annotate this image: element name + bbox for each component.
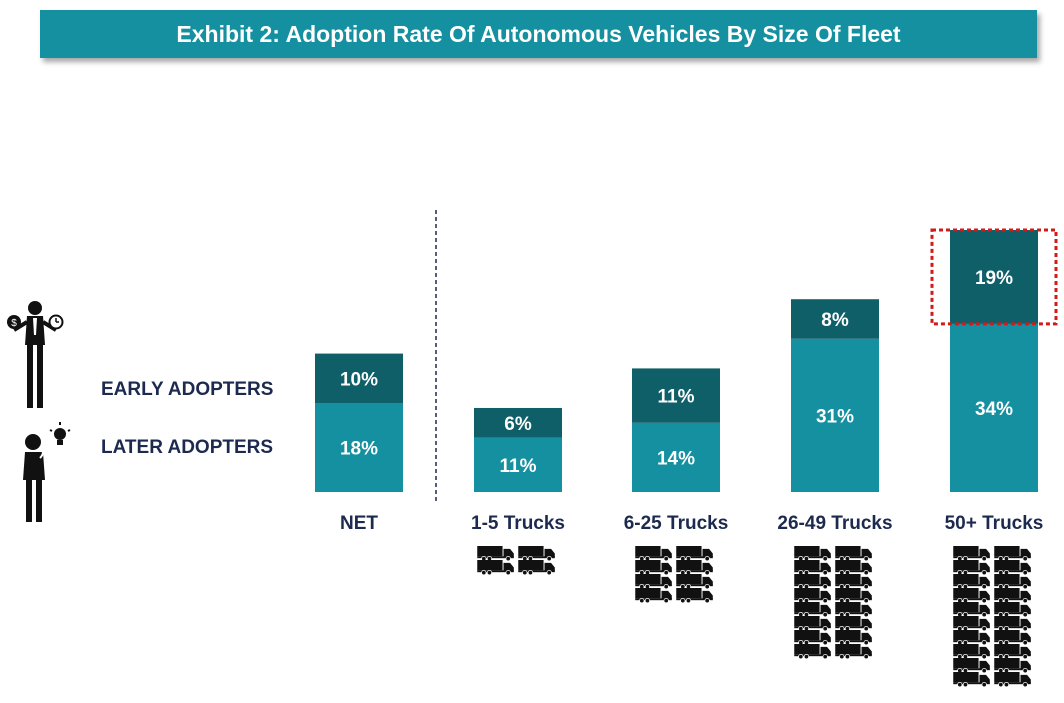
businessman-money-clock-icon: $ — [7, 301, 64, 408]
truck-icon — [993, 574, 1032, 589]
truck-icon — [793, 560, 832, 575]
truck-icon — [993, 616, 1032, 631]
truck-icon — [952, 672, 991, 687]
truck-icon — [834, 574, 873, 589]
bar-early-26-49-trucks — [791, 299, 879, 339]
person-thinking-lightbulb-icon — [23, 422, 71, 522]
truck-icon — [952, 546, 991, 561]
data-label-early-net: 10% — [340, 369, 378, 390]
category-label-net: NET — [340, 513, 378, 534]
truck-icon — [993, 644, 1032, 659]
truck-icon — [993, 672, 1032, 687]
truck-icon — [952, 560, 991, 575]
truck-icon — [793, 546, 832, 561]
data-label-later-26-49-trucks: 31% — [816, 406, 854, 427]
data-label-early-1-5-trucks: 6% — [504, 414, 532, 435]
truck-icon — [793, 574, 832, 589]
truck-icon — [675, 560, 714, 575]
truck-icon — [834, 560, 873, 575]
category-label-50-trucks: 50+ Trucks — [945, 513, 1044, 534]
bar-early-6-25-trucks — [632, 368, 720, 423]
truck-icon — [993, 560, 1032, 575]
bar-early-1-5-trucks — [474, 407, 562, 438]
truck-icon — [476, 546, 515, 561]
truck-icon — [793, 602, 832, 617]
truck-icon — [952, 588, 991, 603]
truck-icon — [993, 588, 1032, 603]
legend-later-adopters: LATER ADOPTERS — [101, 437, 274, 458]
chart-title: Exhibit 2: Adoption Rate Of Autonomous V… — [176, 20, 901, 47]
bar-later-6-25-trucks — [632, 422, 720, 492]
bar-later-26-49-trucks — [791, 338, 879, 492]
truck-icon — [952, 616, 991, 631]
highlight-box — [930, 228, 1058, 326]
truck-icon — [793, 616, 832, 631]
bar-later-1-5-trucks — [474, 437, 562, 492]
truck-icon — [834, 588, 873, 603]
truck-icon — [993, 658, 1032, 673]
truck-icon — [634, 546, 673, 561]
truck-icon — [834, 616, 873, 631]
bar-early-50-trucks — [950, 230, 1038, 324]
truck-icon — [952, 630, 991, 645]
truck-icon — [993, 630, 1032, 645]
truck-icon — [834, 644, 873, 659]
bar-later-net — [315, 403, 403, 492]
category-label-26-49-trucks: 26-49 Trucks — [777, 513, 892, 534]
truck-icon — [952, 574, 991, 589]
category-label-1-5-trucks: 1-5 Trucks — [471, 513, 565, 534]
legend-early-adopters: EARLY ADOPTERS — [101, 379, 274, 400]
truck-icon — [952, 658, 991, 673]
truck-icon — [634, 588, 673, 603]
truck-icon — [993, 602, 1032, 617]
truck-icon — [952, 602, 991, 617]
data-label-later-net: 18% — [340, 439, 378, 460]
truck-icon — [834, 546, 873, 561]
truck-icon — [517, 560, 556, 575]
truck-icon — [476, 560, 515, 575]
truck-icon — [517, 546, 556, 561]
truck-icon — [634, 574, 673, 589]
truck-icon — [675, 588, 714, 603]
truck-icon — [834, 602, 873, 617]
data-label-early-26-49-trucks: 8% — [821, 310, 849, 331]
data-label-early-50-trucks: 19% — [975, 268, 1013, 289]
truck-icon — [675, 546, 714, 561]
truck-icon — [793, 644, 832, 659]
data-label-later-6-25-trucks: 14% — [657, 448, 695, 469]
truck-icon — [793, 630, 832, 645]
truck-icon — [793, 588, 832, 603]
truck-icon — [952, 644, 991, 659]
title-banner: Exhibit 2: Adoption Rate Of Autonomous V… — [40, 10, 1037, 58]
category-label-6-25-trucks: 6-25 Trucks — [624, 513, 729, 534]
truck-icon — [993, 546, 1032, 561]
bar-later-50-trucks — [950, 323, 1038, 492]
truck-icon — [834, 630, 873, 645]
truck-icon — [675, 574, 714, 589]
data-label-later-1-5-trucks: 11% — [500, 456, 537, 477]
truck-icon — [634, 560, 673, 575]
data-label-later-50-trucks: 34% — [975, 399, 1013, 420]
data-label-early-6-25-trucks: 11% — [658, 387, 695, 408]
svg-text:$: $ — [11, 318, 17, 329]
bar-early-net — [315, 353, 403, 404]
